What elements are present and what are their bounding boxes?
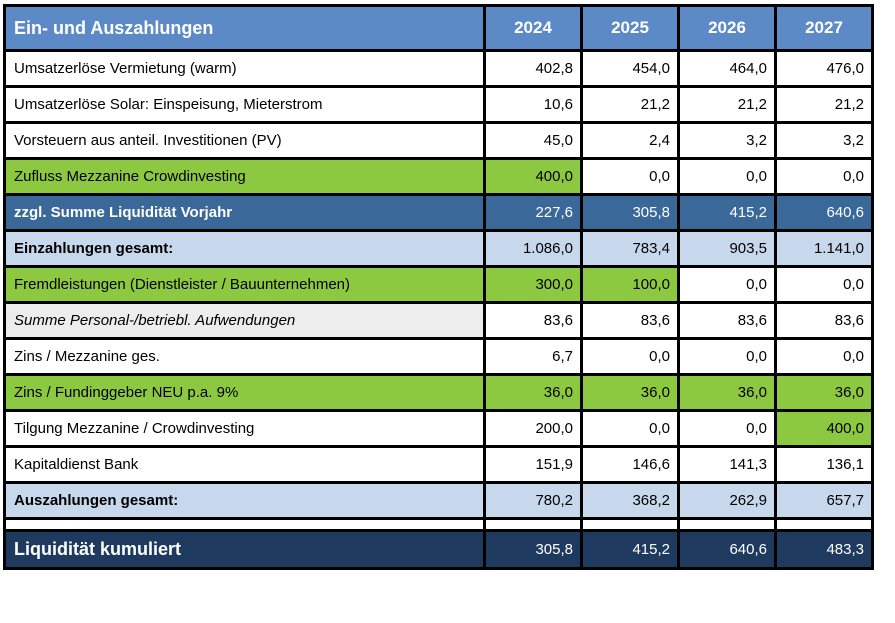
table-row: Tilgung Mezzanine / Crowdinvesting 200,0…: [3, 409, 874, 448]
column-header-2025: 2025: [580, 4, 680, 52]
value-cell: 36,0: [677, 373, 777, 412]
table-row: Summe Personal-/betriebl. Aufwendungen 8…: [3, 301, 874, 340]
spacer-cell: [677, 517, 777, 532]
value-cell: 400,0: [774, 409, 874, 448]
value-cell: 0,0: [677, 157, 777, 196]
value-cell: 1.141,0: [774, 229, 874, 268]
table-title: Ein- und Auszahlungen: [3, 4, 486, 52]
value-cell: 21,2: [677, 85, 777, 124]
table-row: Fremdleistungen (Dienstleister / Bauunte…: [3, 265, 874, 304]
value-cell: 151,9: [483, 445, 583, 484]
value-cell: 6,7: [483, 337, 583, 376]
value-cell: 0,0: [580, 409, 680, 448]
value-cell: 0,0: [580, 157, 680, 196]
spacer-cell: [3, 517, 486, 532]
table-row: Kapitaldienst Bank 151,9 146,6 141,3 136…: [3, 445, 874, 484]
cashflow-table: Ein- und Auszahlungen 2024 2025 2026 202…: [3, 4, 874, 570]
spacer-cell: [483, 517, 583, 532]
value-cell: 136,1: [774, 445, 874, 484]
row-label: Zufluss Mezzanine Crowdinvesting: [3, 157, 486, 196]
value-cell: 0,0: [580, 337, 680, 376]
row-label: Auszahlungen gesamt:: [3, 481, 486, 520]
value-cell: 903,5: [677, 229, 777, 268]
value-cell: 415,2: [677, 193, 777, 232]
value-cell: 36,0: [483, 373, 583, 412]
value-cell: 21,2: [774, 85, 874, 124]
value-cell: 100,0: [580, 265, 680, 304]
value-cell: 3,2: [774, 121, 874, 160]
table-row: Vorsteuern aus anteil. Investitionen (PV…: [3, 121, 874, 160]
value-cell: 141,3: [677, 445, 777, 484]
value-cell: 1.086,0: [483, 229, 583, 268]
row-label: Umsatzerlöse Solar: Einspeisung, Mieters…: [3, 85, 486, 124]
row-label: Summe Personal-/betriebl. Aufwendungen: [3, 301, 486, 340]
spacer-row: [3, 517, 874, 532]
table-row-total: Auszahlungen gesamt: 780,2 368,2 262,9 6…: [3, 481, 874, 520]
value-cell: 21,2: [580, 85, 680, 124]
row-label: Liquidität kumuliert: [3, 529, 486, 570]
value-cell: 657,7: [774, 481, 874, 520]
value-cell: 0,0: [677, 409, 777, 448]
value-cell: 227,6: [483, 193, 583, 232]
value-cell: 36,0: [580, 373, 680, 412]
table-row: Zins / Fundinggeber NEU p.a. 9% 36,0 36,…: [3, 373, 874, 412]
row-label: Kapitaldienst Bank: [3, 445, 486, 484]
value-cell: 0,0: [774, 157, 874, 196]
table-row-subtotal: zzgl. Summe Liquidität Vorjahr 227,6 305…: [3, 193, 874, 232]
value-cell: 146,6: [580, 445, 680, 484]
value-cell: 454,0: [580, 49, 680, 88]
row-label: Zins / Mezzanine ges.: [3, 337, 486, 376]
value-cell: 3,2: [677, 121, 777, 160]
value-cell: 200,0: [483, 409, 583, 448]
value-cell: 402,8: [483, 49, 583, 88]
value-cell: 10,6: [483, 85, 583, 124]
table-row: Umsatzerlöse Solar: Einspeisung, Mieters…: [3, 85, 874, 124]
value-cell: 400,0: [483, 157, 583, 196]
value-cell: 483,3: [774, 529, 874, 570]
row-label: Zins / Fundinggeber NEU p.a. 9%: [3, 373, 486, 412]
value-cell: 305,8: [580, 193, 680, 232]
value-cell: 83,6: [677, 301, 777, 340]
value-cell: 464,0: [677, 49, 777, 88]
value-cell: 305,8: [483, 529, 583, 570]
row-label: Umsatzerlöse Vermietung (warm): [3, 49, 486, 88]
value-cell: 262,9: [677, 481, 777, 520]
table-row: Zufluss Mezzanine Crowdinvesting 400,0 0…: [3, 157, 874, 196]
spacer-cell: [774, 517, 874, 532]
table-row: Zins / Mezzanine ges. 6,7 0,0 0,0 0,0: [3, 337, 874, 376]
value-cell: 83,6: [483, 301, 583, 340]
row-label: Tilgung Mezzanine / Crowdinvesting: [3, 409, 486, 448]
spacer-cell: [580, 517, 680, 532]
value-cell: 780,2: [483, 481, 583, 520]
table-row-total: Einzahlungen gesamt: 1.086,0 783,4 903,5…: [3, 229, 874, 268]
row-label: Einzahlungen gesamt:: [3, 229, 486, 268]
column-header-2026: 2026: [677, 4, 777, 52]
value-cell: 45,0: [483, 121, 583, 160]
value-cell: 640,6: [774, 193, 874, 232]
value-cell: 83,6: [774, 301, 874, 340]
row-label: zzgl. Summe Liquidität Vorjahr: [3, 193, 486, 232]
table-row-grand-total: Liquidität kumuliert 305,8 415,2 640,6 4…: [3, 529, 874, 570]
value-cell: 300,0: [483, 265, 583, 304]
value-cell: 0,0: [774, 265, 874, 304]
value-cell: 0,0: [774, 337, 874, 376]
value-cell: 476,0: [774, 49, 874, 88]
value-cell: 640,6: [677, 529, 777, 570]
value-cell: 368,2: [580, 481, 680, 520]
table-header-row: Ein- und Auszahlungen 2024 2025 2026 202…: [3, 4, 874, 52]
row-label: Vorsteuern aus anteil. Investitionen (PV…: [3, 121, 486, 160]
value-cell: 83,6: [580, 301, 680, 340]
table-row: Umsatzerlöse Vermietung (warm) 402,8 454…: [3, 49, 874, 88]
value-cell: 2,4: [580, 121, 680, 160]
value-cell: 415,2: [580, 529, 680, 570]
column-header-2027: 2027: [774, 4, 874, 52]
row-label: Fremdleistungen (Dienstleister / Bauunte…: [3, 265, 486, 304]
value-cell: 783,4: [580, 229, 680, 268]
column-header-2024: 2024: [483, 4, 583, 52]
value-cell: 0,0: [677, 265, 777, 304]
value-cell: 36,0: [774, 373, 874, 412]
value-cell: 0,0: [677, 337, 777, 376]
